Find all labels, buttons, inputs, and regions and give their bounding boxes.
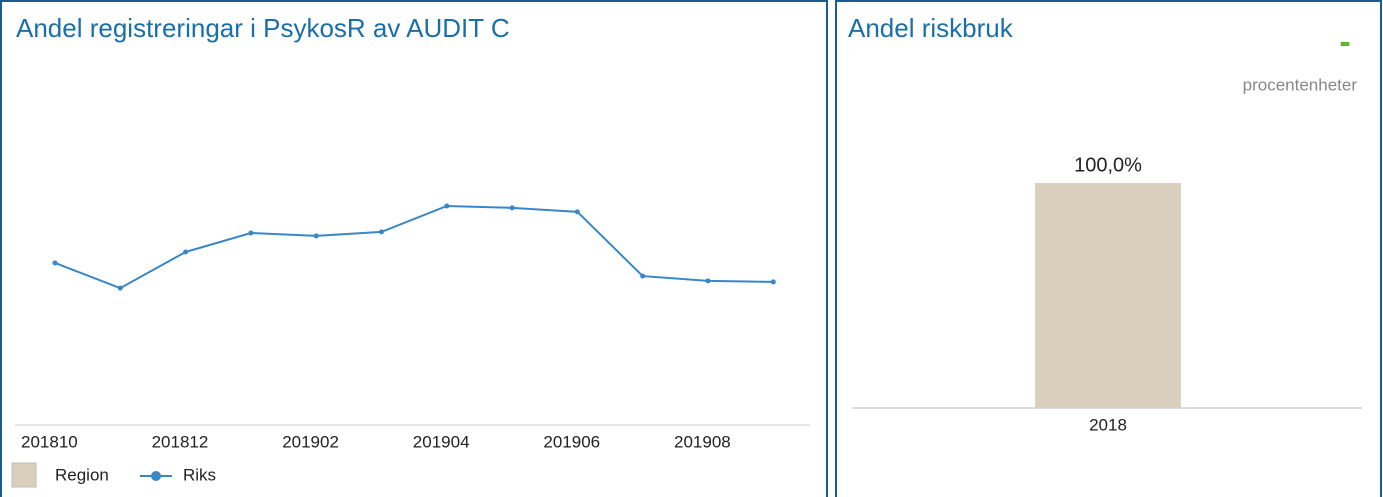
- point: [183, 249, 189, 255]
- x-tick-label: 201908: [674, 432, 731, 451]
- legend-swatch: [11, 462, 37, 488]
- trend-indicator: -: [1339, 23, 1350, 61]
- point: [574, 209, 580, 215]
- chart-title: Andel riskbruk: [848, 13, 1014, 43]
- x-tick-label: 201902: [282, 432, 339, 451]
- point: [770, 279, 776, 285]
- x-tick-label: 201812: [152, 432, 209, 451]
- legend-label: Region: [55, 465, 109, 484]
- point: [313, 233, 319, 239]
- line-series: [54, 204, 774, 290]
- point: [705, 278, 711, 284]
- legend-label: Riks: [183, 465, 216, 484]
- bar: [1035, 183, 1181, 408]
- point: [117, 285, 123, 291]
- value-label: 100,0%: [1074, 154, 1142, 176]
- point: [640, 273, 646, 279]
- panel-right: [835, 0, 1382, 497]
- point: [248, 230, 254, 236]
- chart-title: Andel registreringar i PsykosR av AUDIT …: [16, 13, 510, 43]
- panel-left: [0, 0, 828, 497]
- legend-swatch: [151, 471, 161, 481]
- x-tick-label: 201904: [413, 432, 470, 451]
- subtitle: procentenheter: [1243, 75, 1358, 94]
- x-tick-label: 201810: [21, 432, 78, 451]
- x-tick-label: 201906: [543, 432, 600, 451]
- point: [509, 205, 515, 211]
- x-tick-label: 2018: [1089, 415, 1127, 434]
- point: [444, 203, 450, 209]
- point: [52, 260, 58, 266]
- point: [379, 229, 384, 235]
